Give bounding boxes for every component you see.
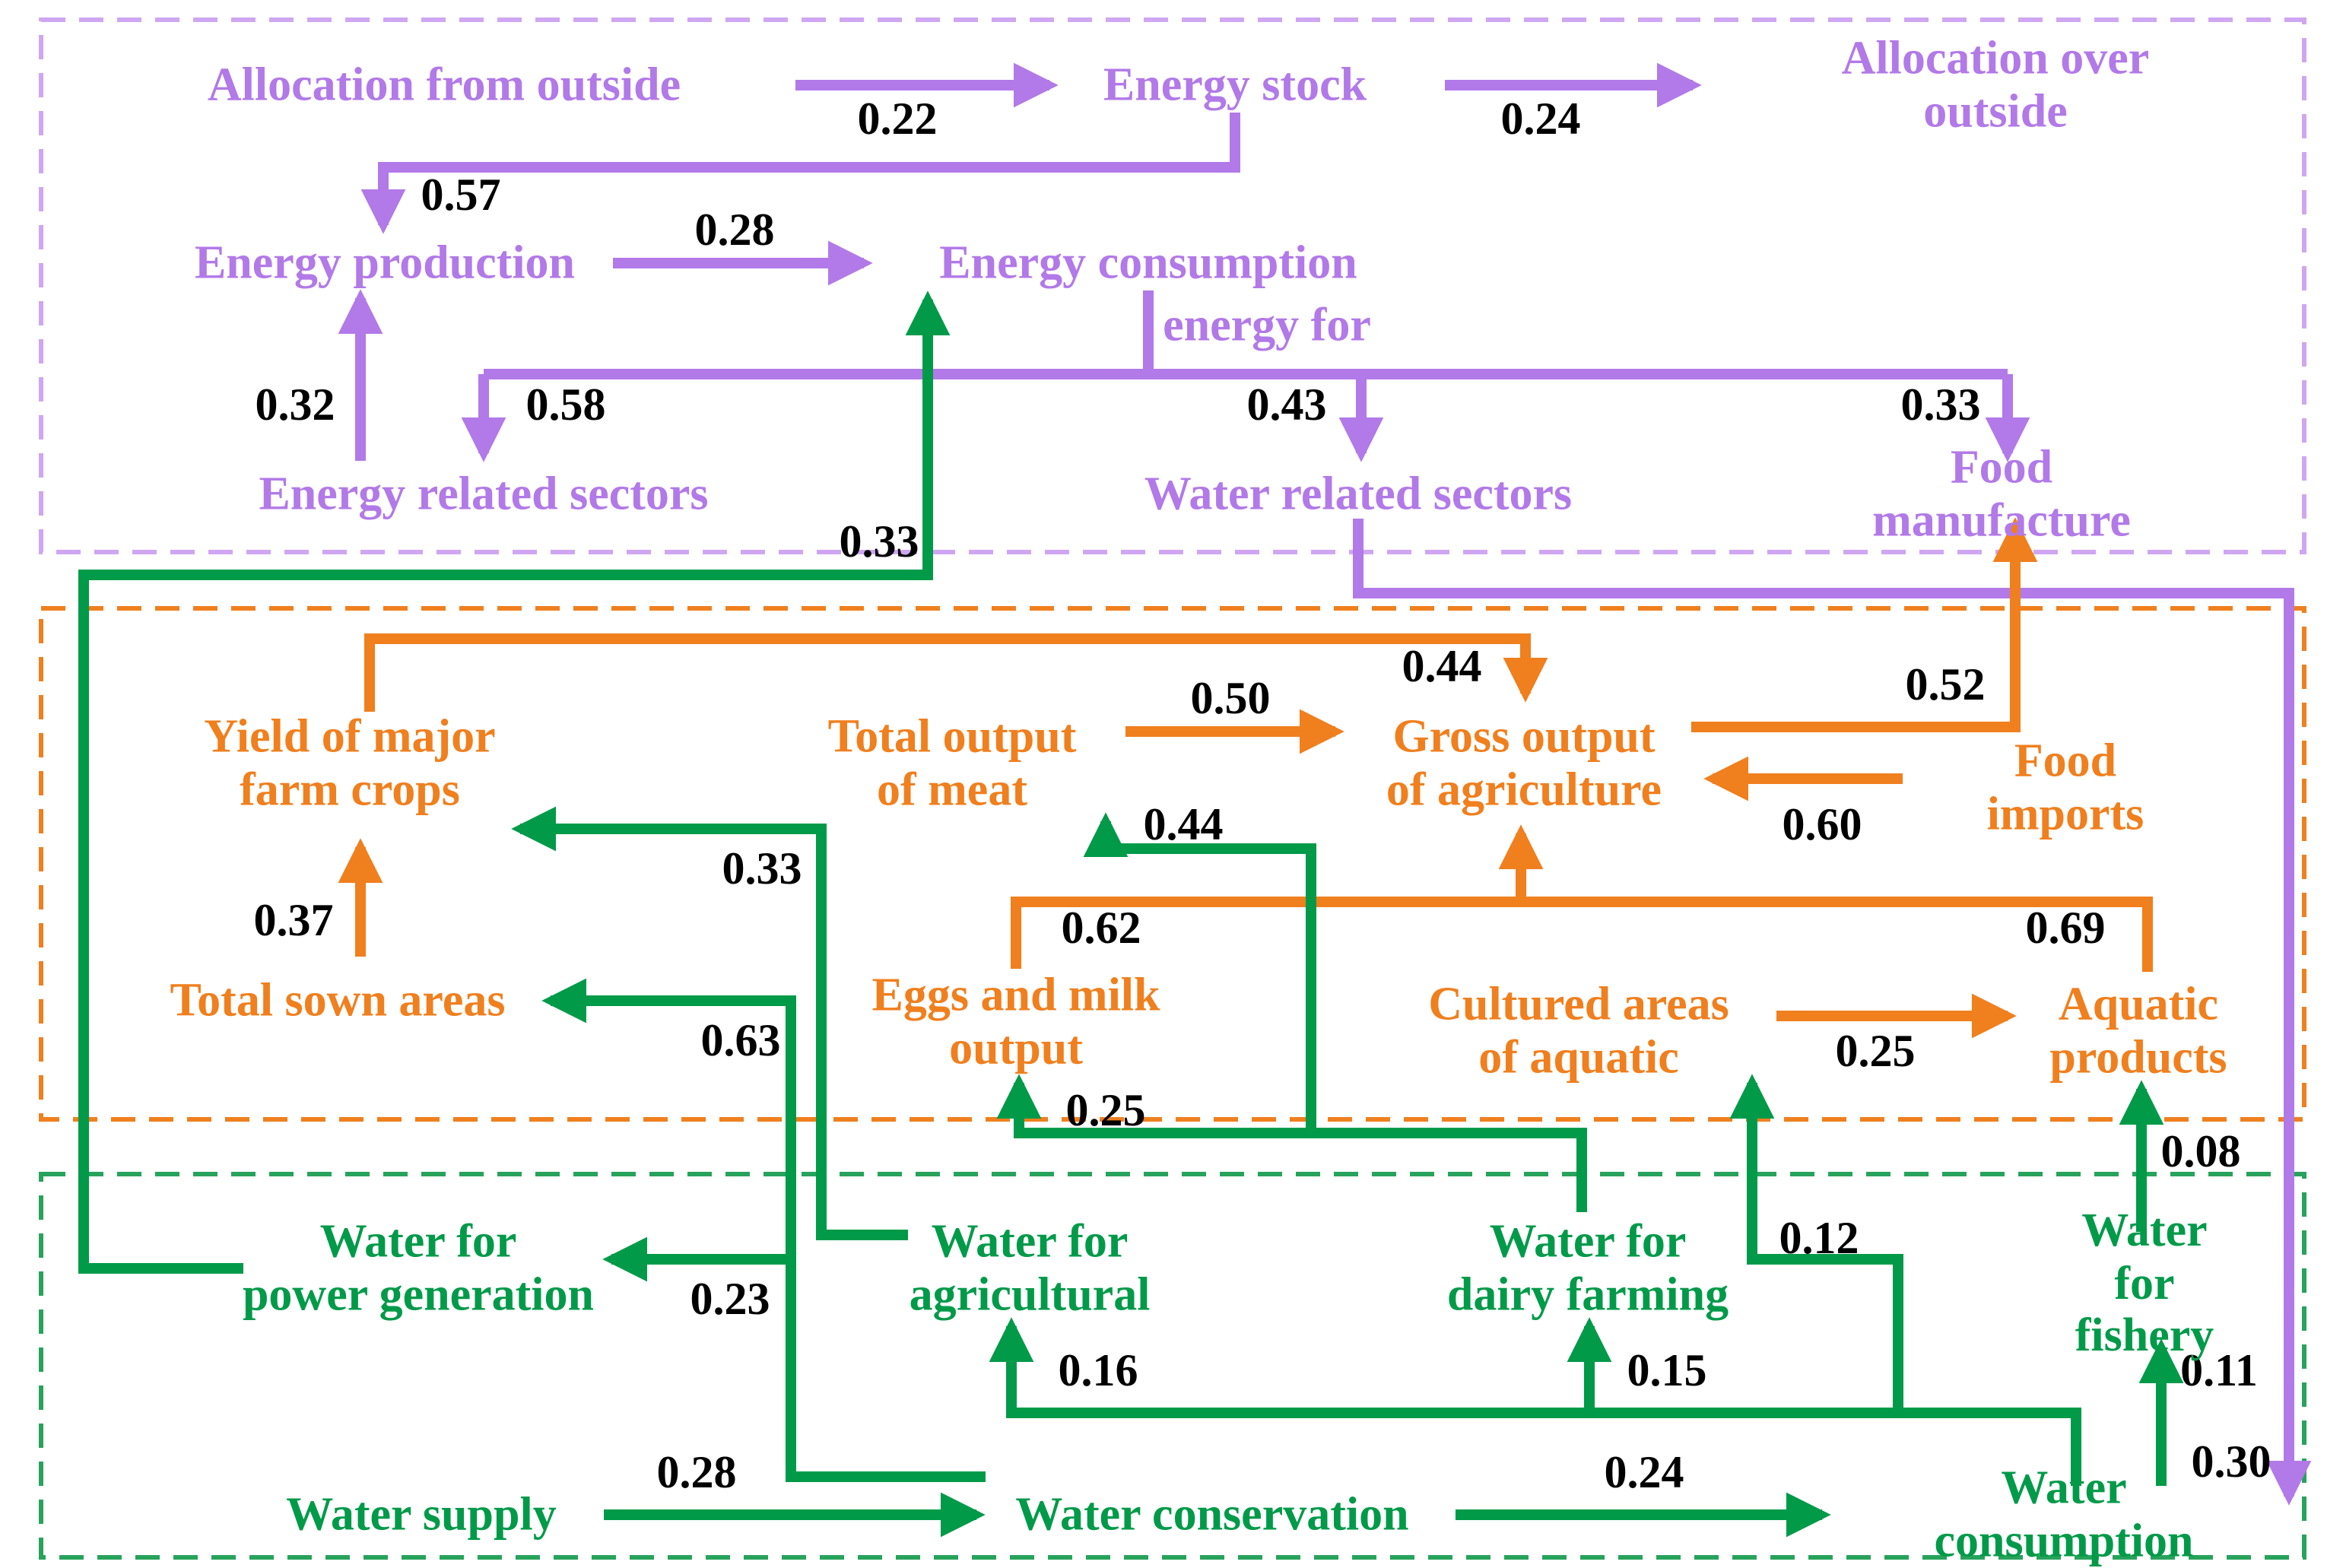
node-eggs-and-milk-output: Eggs and milk output [871,967,1160,1074]
node-water-for-dairy-farming: Water for dairy farming [1446,1214,1729,1320]
edge-aquatic-to-gross-output [1521,897,2153,972]
node-energy-production: Energy production [194,235,576,289]
region-box-water-region [39,1172,2306,1560]
edge-weight-conservation-to-sown-areas: 0.63 [700,1016,781,1066]
node-total-output-of-meat: Total output of meat [827,709,1077,815]
edge-weight-dairy-to-meat-output: 0.44 [1143,800,1224,850]
edge-water-sectors-to-water-consumption [1353,519,2312,1506]
edge-weight-imports-to-gross-output: 0.60 [1782,800,1862,850]
edge-dairy-to-meat-output [1083,812,1587,1212]
edge-agricultural-to-yield [511,806,908,1240]
edge-water-consumption-to-cultured [1729,1074,1903,1413]
edge-yield-to-gross-output [364,633,1548,712]
edge-weight-water-sectors-to-water-consumption: 0.30 [2191,1437,2271,1487]
region-box-food-region [39,606,2306,1122]
edge-conservation-to-sown-areas [541,978,986,1482]
node-water-for-agricultural: Water for agricultural [909,1214,1151,1320]
edge-weight-yield-to-gross-output: 0.44 [1402,642,1482,692]
edge-dairy-to-eggs-milk [996,1074,1311,1138]
edge-weight-sown-areas-to-yield: 0.37 [253,896,334,946]
node-aquatic-products: Aquatic products [2049,976,2227,1083]
edge-power-generation-to-energy-consumption [78,290,951,1274]
edge-weight-water-consumption-to-dairy: 0.15 [1627,1346,1707,1396]
edge-weight-water-consumption-to-fishery: 0.11 [2180,1346,2258,1396]
edge-weight-water-consumption-to-cultured: 0.12 [1779,1214,1859,1264]
edge-eggs-milk-to-gross-output [1011,897,1521,969]
edge-gross-output-to-food-manufacture [1691,517,2038,732]
edge-weight-aquatic-to-gross-output: 0.69 [2025,903,2106,954]
node-yield-of-major-farm-crops: Yield of major farm crops [204,709,496,815]
node-energy-consumption: Energy consumption [939,235,1357,289]
node-energy-related-sectors: Energy related sectors [259,466,709,520]
edge-weight-production-to-consumption: 0.28 [694,205,775,256]
node-water-supply: Water supply [286,1487,557,1541]
node-water-related-sectors: Water related sectors [1144,466,1573,520]
node-allocation-from-outside: Allocation from outside [207,57,681,111]
edge-water-consumption-to-agricultural [989,1317,2081,1486]
edge-weight-stock-to-allocation-over: 0.24 [1500,94,1581,144]
node-water-consumption: Water consumption [1934,1460,2194,1566]
region-box-energy-region [39,17,2306,554]
edge-weight-eggs-milk-to-gross-output: 0.62 [1061,903,1141,954]
node-food-imports: Food imports [1986,733,2144,840]
edge-weight-conservation-to-power-generation: 0.23 [690,1274,770,1325]
edge-weight-allocation-to-stock: 0.22 [857,94,938,144]
edge-weight-supply-to-conservation: 0.28 [656,1448,737,1498]
node-total-sown-areas: Total sown areas [170,973,506,1027]
edge-weight-energy-for-energy-sectors: 0.58 [525,380,606,430]
edge-weight-meat-to-gross-output: 0.50 [1190,674,1271,724]
edge-weight-dairy-to-eggs-milk: 0.25 [1065,1086,1146,1136]
edge-weight-water-consumption-to-agricultural: 0.16 [1058,1346,1138,1396]
node-energy-for-label: energy for [1163,297,1371,351]
edge-weight-energy-for-food-manufacture: 0.33 [1900,380,1981,430]
edge-weight-energy-sectors-to-production: 0.32 [255,380,335,430]
node-water-for-power-generation: Water for power generation [242,1214,595,1320]
edge-weight-gross-output-to-food-manufacture: 0.52 [1905,660,1986,710]
edge-weight-stock-to-production: 0.57 [421,170,501,221]
edge-stock-to-production [360,113,1240,234]
node-food-manufacture: Food manufacture [1872,440,2131,546]
edge-weight-cultured-to-aquatic-products: 0.25 [1835,1027,1916,1077]
node-cultured-areas-of-aquatic: Cultured areas of aquatic [1428,976,1729,1083]
edge-weight-agricultural-to-yield: 0.33 [722,844,802,894]
edge-weight-power-generation-to-energy-consumption: 0.33 [839,517,919,567]
node-water-for-fishery: Water for fishery [2075,1202,2214,1362]
node-energy-stock: Energy stock [1103,57,1367,111]
edge-weight-energy-for-water-sectors: 0.43 [1246,380,1327,430]
node-allocation-over-outside: Allocation over outside [1841,30,2150,137]
node-water-conservation: Water conservation [1015,1487,1409,1541]
node-gross-output-of-agriculture: Gross output of agriculture [1386,709,1662,815]
edge-weight-conservation-to-consumption: 0.24 [1604,1448,1684,1498]
edge-weight-fishery-to-aquatic-products: 0.08 [2160,1127,2241,1177]
